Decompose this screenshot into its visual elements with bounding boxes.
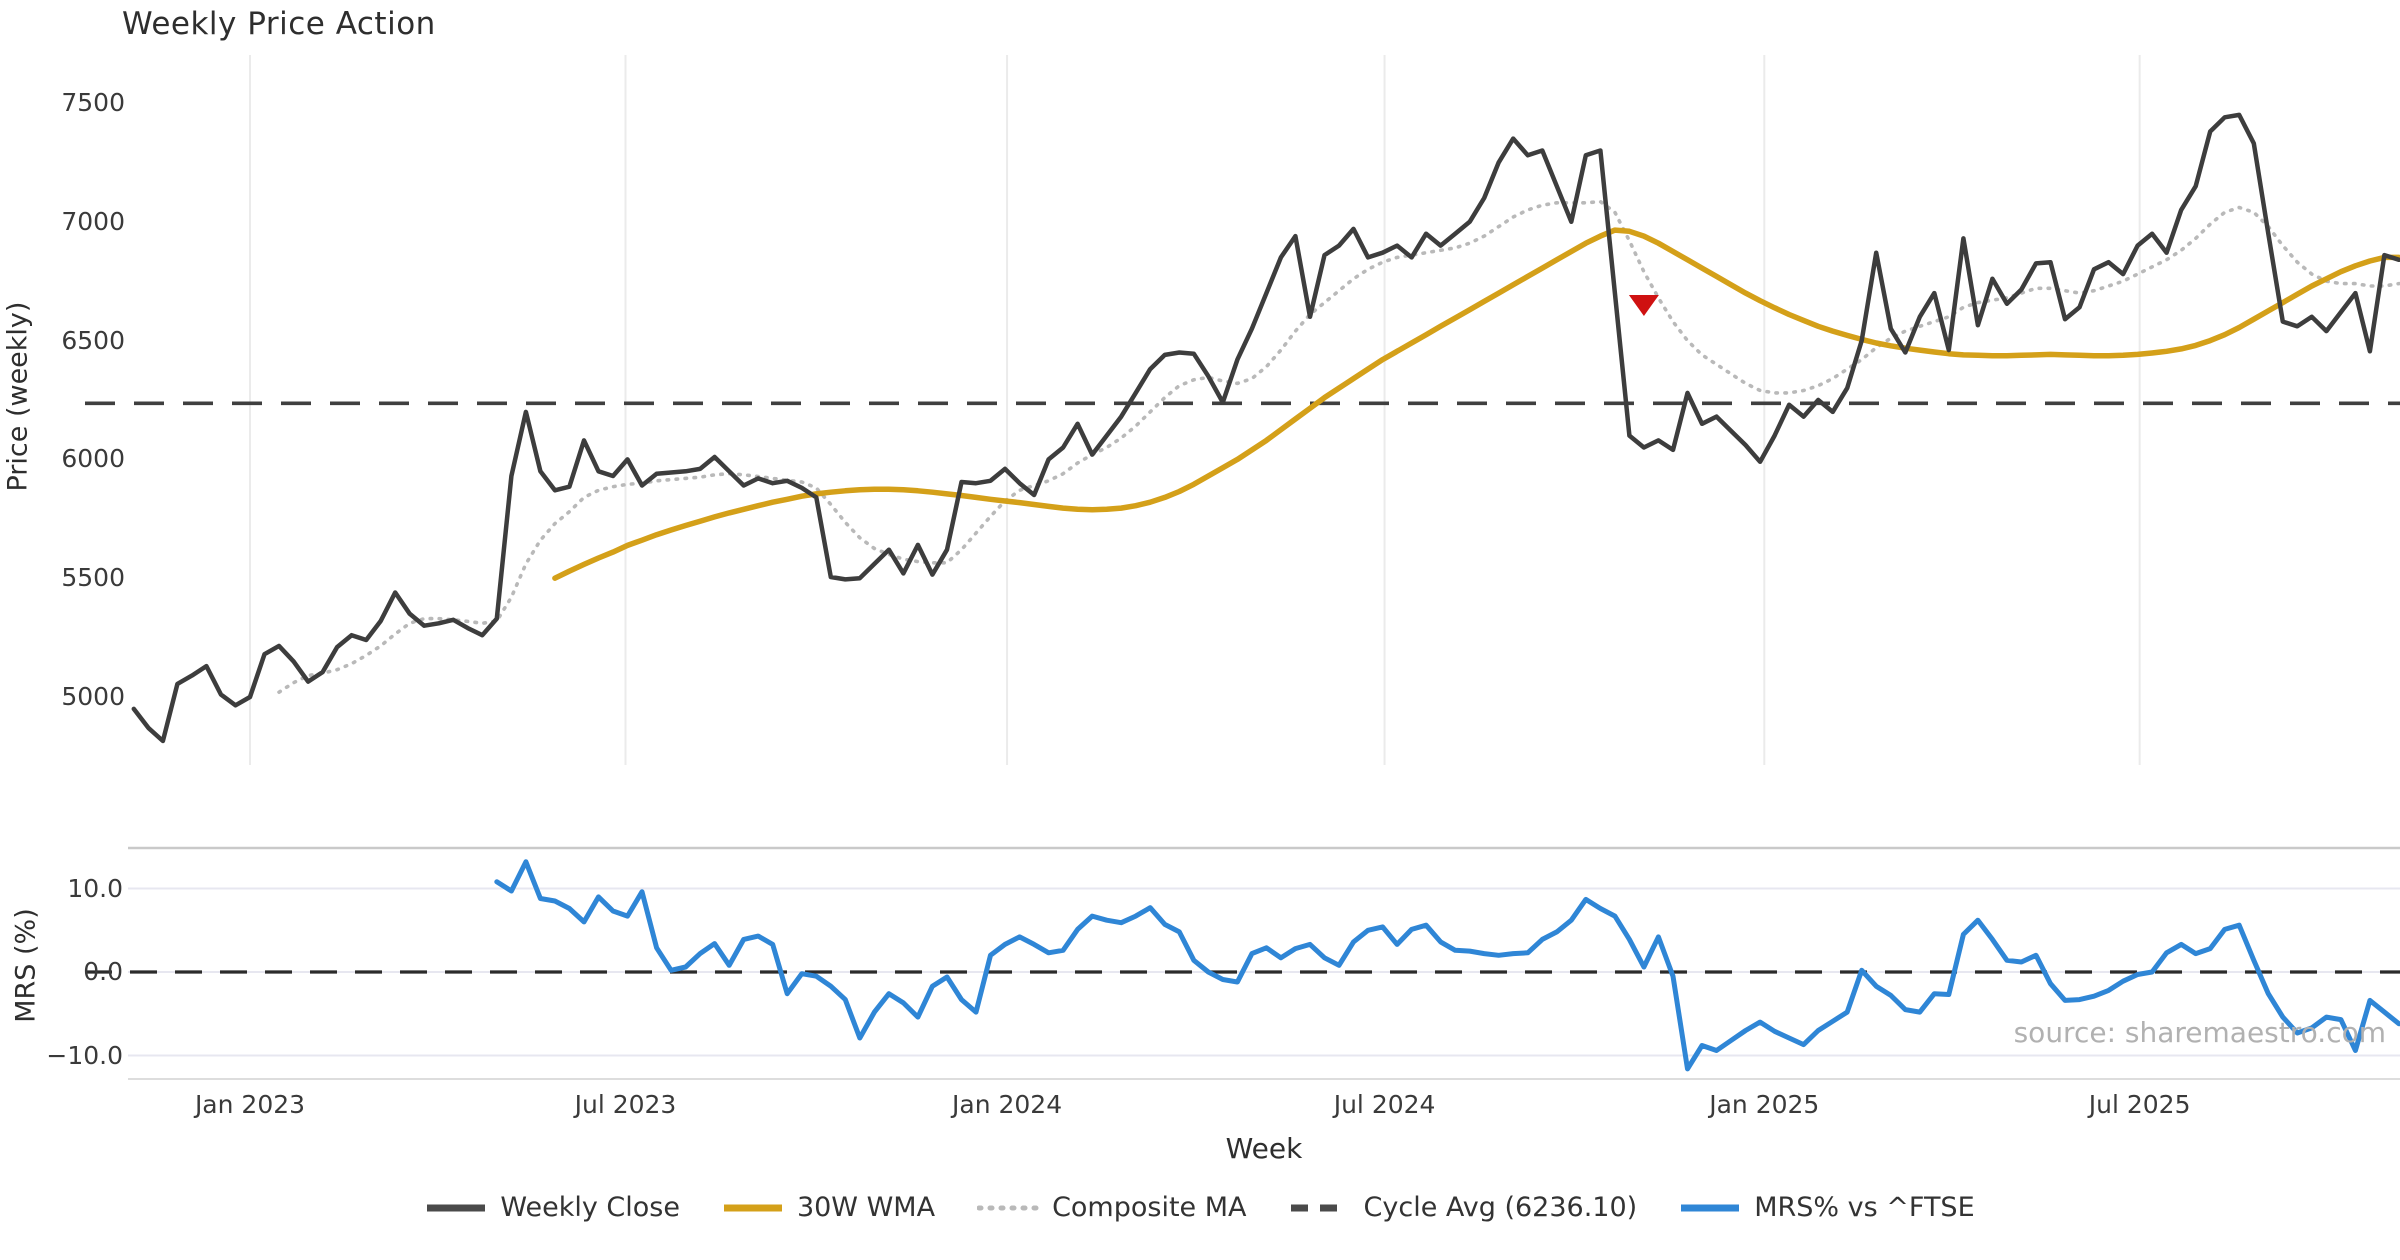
source-watermark: source: sharemaestro.com [2013,1016,2386,1049]
price-tick-label: 7000 [61,206,125,236]
legend-label: Composite MA [1052,1192,1247,1223]
x-tick-label: Jan 2025 [1709,1090,1820,1119]
x-tick-label: Jan 2024 [952,1090,1063,1119]
price-tick-label: 6500 [61,325,125,355]
legend-swatch-dotted [977,1205,1040,1210]
mrs-tick-label: 0.0 [83,957,123,986]
price-tick-label: 7500 [61,88,125,117]
mrs-tick-label: 10.0 [67,873,123,903]
legend-item: MRS% vs ^FTSE [1679,1192,1975,1223]
price-tick-label: 5500 [61,563,125,593]
mrs-tick-label: −10.0 [46,1040,123,1070]
legend-label: Weekly Close [500,1192,680,1223]
mrs-line [494,859,2400,1072]
composite-ma-line [277,199,2400,695]
price-axis-label: Price (weekly) [2,301,34,492]
x-tick-label: Jul 2025 [2088,1090,2191,1119]
legend-swatch-solid [427,1204,486,1211]
x-tick-label: Jul 2023 [574,1090,677,1119]
x-tick-label: Jan 2023 [194,1090,306,1119]
legend-item: Composite MA [977,1192,1247,1223]
legend-item: Cycle Avg (6236.10) [1289,1192,1638,1223]
price-tick-label: 5000 [61,682,125,711]
legend-item: 30W WMA [722,1192,935,1223]
sell-marker-triangle [1628,294,1659,316]
price-tick-label: 6000 [61,444,125,474]
legend-swatch-dashed [1290,1204,1349,1211]
page-title: Weekly Price Action [122,6,436,42]
legend-label: 30W WMA [796,1192,936,1223]
legend-label: MRS% vs ^FTSE [1754,1192,1975,1223]
x-axis-label: Week [1225,1132,1303,1165]
wma-30w-line [552,227,2400,581]
legend-item: Weekly Close [425,1192,680,1223]
legend-swatch-solid [723,1204,782,1211]
legend-swatch-solid [1681,1204,1740,1211]
weekly-close-line [131,112,2400,744]
x-tick-label: Jul 2024 [1333,1090,1436,1119]
legend-label: Cycle Avg (6236.10) [1363,1192,1638,1223]
chart-legend: Weekly Close 30W WMA Composite MA Cycle Avg… [0,1192,2400,1223]
